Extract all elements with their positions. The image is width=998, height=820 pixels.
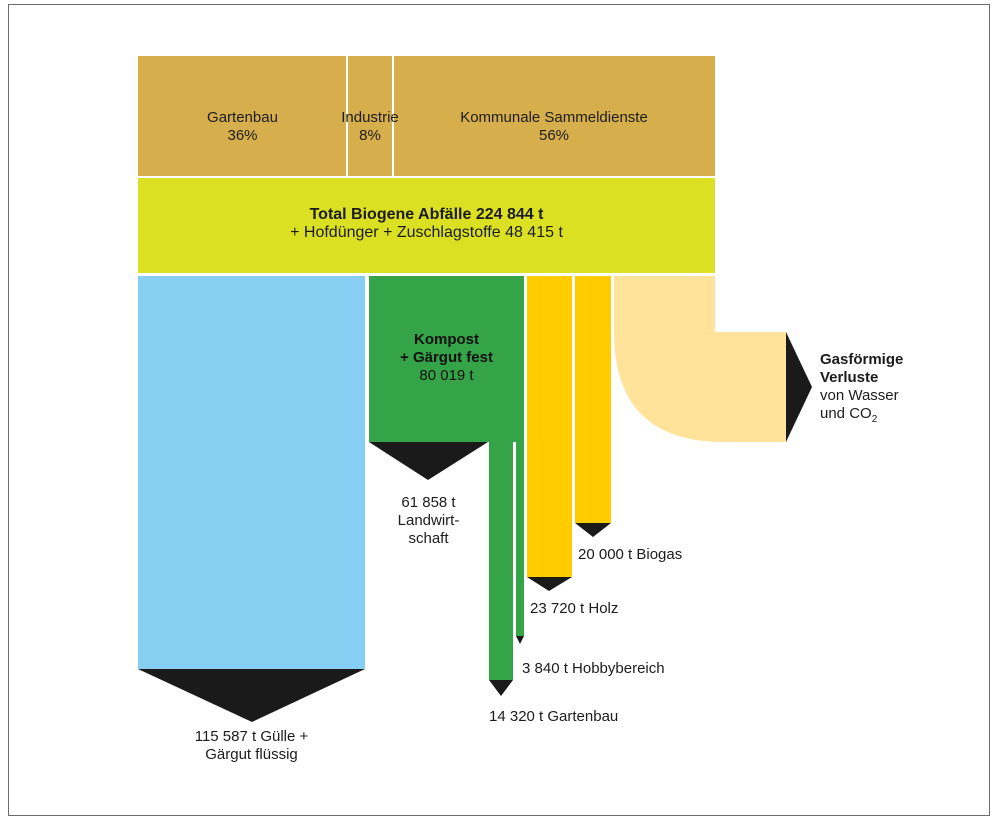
gartenbau-output-label: 14 320 t Gartenbau xyxy=(489,708,619,725)
kompost-flow xyxy=(369,276,524,442)
verluste-line1: Gasförmige xyxy=(820,351,904,368)
hobby-arrow xyxy=(516,636,524,644)
source-kommunal-block xyxy=(393,56,715,177)
verluste-line4-text: und CO xyxy=(820,405,872,422)
source-industrie-name: Industrie xyxy=(341,109,399,126)
kompost-line1: Kompost xyxy=(414,331,479,348)
guelle-label: 115 587 t Gülle + Gärgut flüssig xyxy=(138,728,365,764)
verluste-line4-sub: 2 xyxy=(871,414,878,425)
source-gartenbau-block xyxy=(138,56,347,177)
figure-frame xyxy=(8,4,990,816)
hobby-output-label: 3 840 t Hobbybereich xyxy=(522,660,665,677)
source-industrie-pct: 8% xyxy=(359,127,381,144)
source-industrie-label: Industrie 8% xyxy=(325,109,415,145)
source-kommunal-label: Kommunale Sammeldienste 56% xyxy=(393,109,715,145)
holz-output-label: 23 720 t Holz xyxy=(530,600,619,617)
guelle-line2: Gärgut flüssig xyxy=(205,746,298,763)
verluste-arrow xyxy=(786,332,812,442)
biogas-output-label: 20 000 t Biogas xyxy=(578,546,683,563)
biogas-flow xyxy=(575,276,611,523)
total-title: Total Biogene Abfälle 224 844 t xyxy=(309,206,544,223)
total-label: Total Biogene Abfälle 224 844 t + Hofdün… xyxy=(138,206,715,242)
total-block xyxy=(138,178,715,273)
landwirtschaft-line3: schaft xyxy=(408,530,449,547)
guelle-flow xyxy=(138,276,365,669)
verluste-line4: und CO2 xyxy=(820,405,903,429)
verluste-line3: von Wasser xyxy=(820,387,899,404)
gartenbau-flow xyxy=(489,442,513,680)
kompost-label: Kompost + Gärgut fest 80 019 t xyxy=(369,331,524,385)
verluste-label: Gasförmige Verluste von Wasser und CO2 xyxy=(820,351,903,429)
kompost-line2: + Gärgut fest xyxy=(400,349,493,366)
source-kommunal-name: Kommunale Sammeldienste xyxy=(460,109,648,126)
guelle-line1: 115 587 t Gülle + xyxy=(194,728,309,745)
kompost-amount: 80 019 t xyxy=(419,367,474,384)
landwirtschaft-arrow xyxy=(369,442,488,480)
landwirtschaft-line2: Landwirt- xyxy=(397,512,460,529)
biogas-arrow xyxy=(575,523,611,537)
landwirtschaft-line1: 61 858 t xyxy=(401,494,456,511)
gartenbau-arrow xyxy=(489,680,513,696)
total-subtitle: + Hofdünger + Zuschlagstoffe 48 415 t xyxy=(290,224,563,241)
landwirtschaft-label: 61 858 t Landwirt- schaft xyxy=(369,494,488,548)
hobby-flow xyxy=(516,442,524,636)
verluste-line2: Verluste xyxy=(820,369,879,386)
holz-arrow xyxy=(527,577,572,591)
source-industrie-block xyxy=(347,56,393,177)
guelle-arrow xyxy=(138,669,365,722)
verluste-flow xyxy=(614,276,786,442)
source-gartenbau-name: Gartenbau xyxy=(207,109,278,126)
source-gartenbau-label: Gartenbau 36% xyxy=(138,109,347,145)
source-gartenbau-pct: 36% xyxy=(227,127,258,144)
holz-flow xyxy=(527,276,572,577)
source-kommunal-pct: 56% xyxy=(538,127,570,144)
